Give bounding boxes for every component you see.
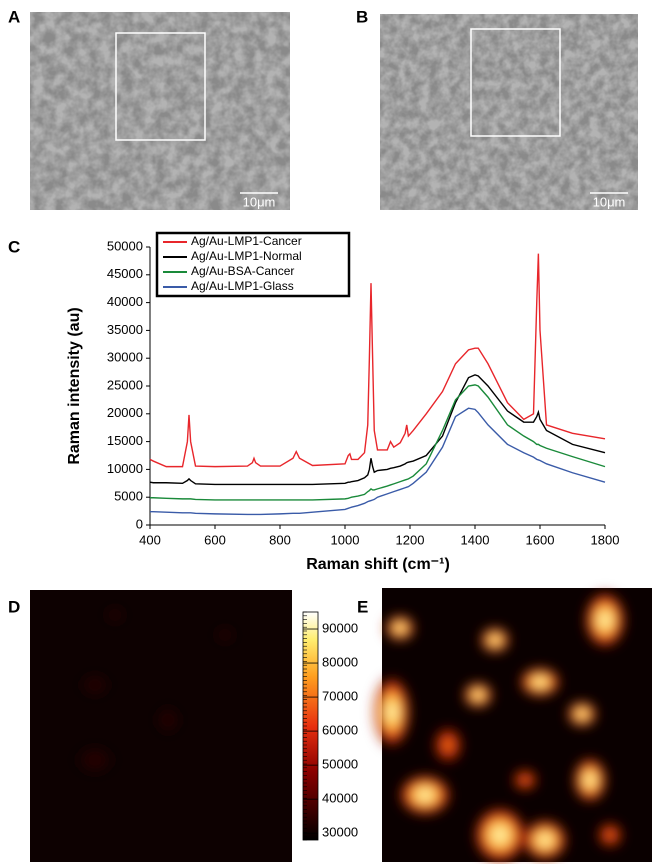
series-line — [149, 374, 606, 486]
heatmap-e — [372, 588, 652, 864]
colorbar-tick-label: 80000 — [322, 654, 358, 669]
y-tick-label: 40000 — [107, 294, 143, 309]
y-tick-label: 50000 — [107, 238, 143, 253]
x-tick-label: 1600 — [526, 532, 555, 547]
legend-label: Ag/Au-LMP1-Glass — [191, 279, 294, 293]
y-tick-label: 15000 — [107, 433, 143, 448]
y-tick-label: 25000 — [107, 377, 143, 392]
colorbar-tick-label: 30000 — [322, 825, 358, 840]
scale-bar-label: 10μm — [243, 194, 276, 209]
panel-label: B — [356, 7, 368, 26]
colorbar-tick-label: 90000 — [322, 620, 358, 635]
y-axis-label: Raman intensity (au) — [66, 307, 83, 464]
panel-label: E — [357, 597, 368, 616]
x-tick-label: 800 — [269, 532, 291, 547]
series-line — [149, 253, 606, 468]
y-tick-label: 35000 — [107, 322, 143, 337]
x-tick-label: 400 — [139, 532, 161, 547]
panel-label: D — [8, 597, 20, 616]
colorbar-tick-label: 50000 — [322, 757, 358, 772]
y-tick-label: 5000 — [114, 489, 143, 504]
x-tick-label: 1400 — [461, 532, 490, 547]
legend-label: Ag/Au-LMP1-Cancer — [191, 234, 302, 248]
y-tick-label: 10000 — [107, 461, 143, 476]
x-tick-label: 1200 — [396, 532, 425, 547]
x-tick-label: 1000 — [331, 532, 360, 547]
x-tick-label: 1800 — [591, 532, 620, 547]
x-axis-label: Raman shift (cm⁻¹) — [306, 556, 450, 573]
y-tick-label: 20000 — [107, 405, 143, 420]
colorbar-tick-label: 40000 — [322, 791, 358, 806]
legend-label: Ag/Au-BSA-Cancer — [191, 264, 294, 278]
panel-label: C — [8, 237, 20, 256]
legend-label: Ag/Au-LMP1-Normal — [191, 249, 302, 263]
series-line — [150, 407, 606, 516]
x-tick-label: 600 — [204, 532, 226, 547]
micrograph-b: 10μm — [380, 14, 638, 210]
colorbar-tick-label: 60000 — [322, 723, 358, 738]
y-tick-label: 0 — [136, 516, 143, 531]
y-tick-label: 45000 — [107, 266, 143, 281]
heatmap-d — [30, 590, 292, 862]
micrograph-a: 10μm — [30, 12, 290, 210]
y-tick-label: 30000 — [107, 350, 143, 365]
legend-box — [155, 231, 351, 298]
scale-bar-label: 10μm — [593, 194, 626, 209]
colorbar-tick-label: 70000 — [322, 689, 358, 704]
panel-label: A — [8, 7, 20, 26]
series-line — [150, 384, 606, 501]
